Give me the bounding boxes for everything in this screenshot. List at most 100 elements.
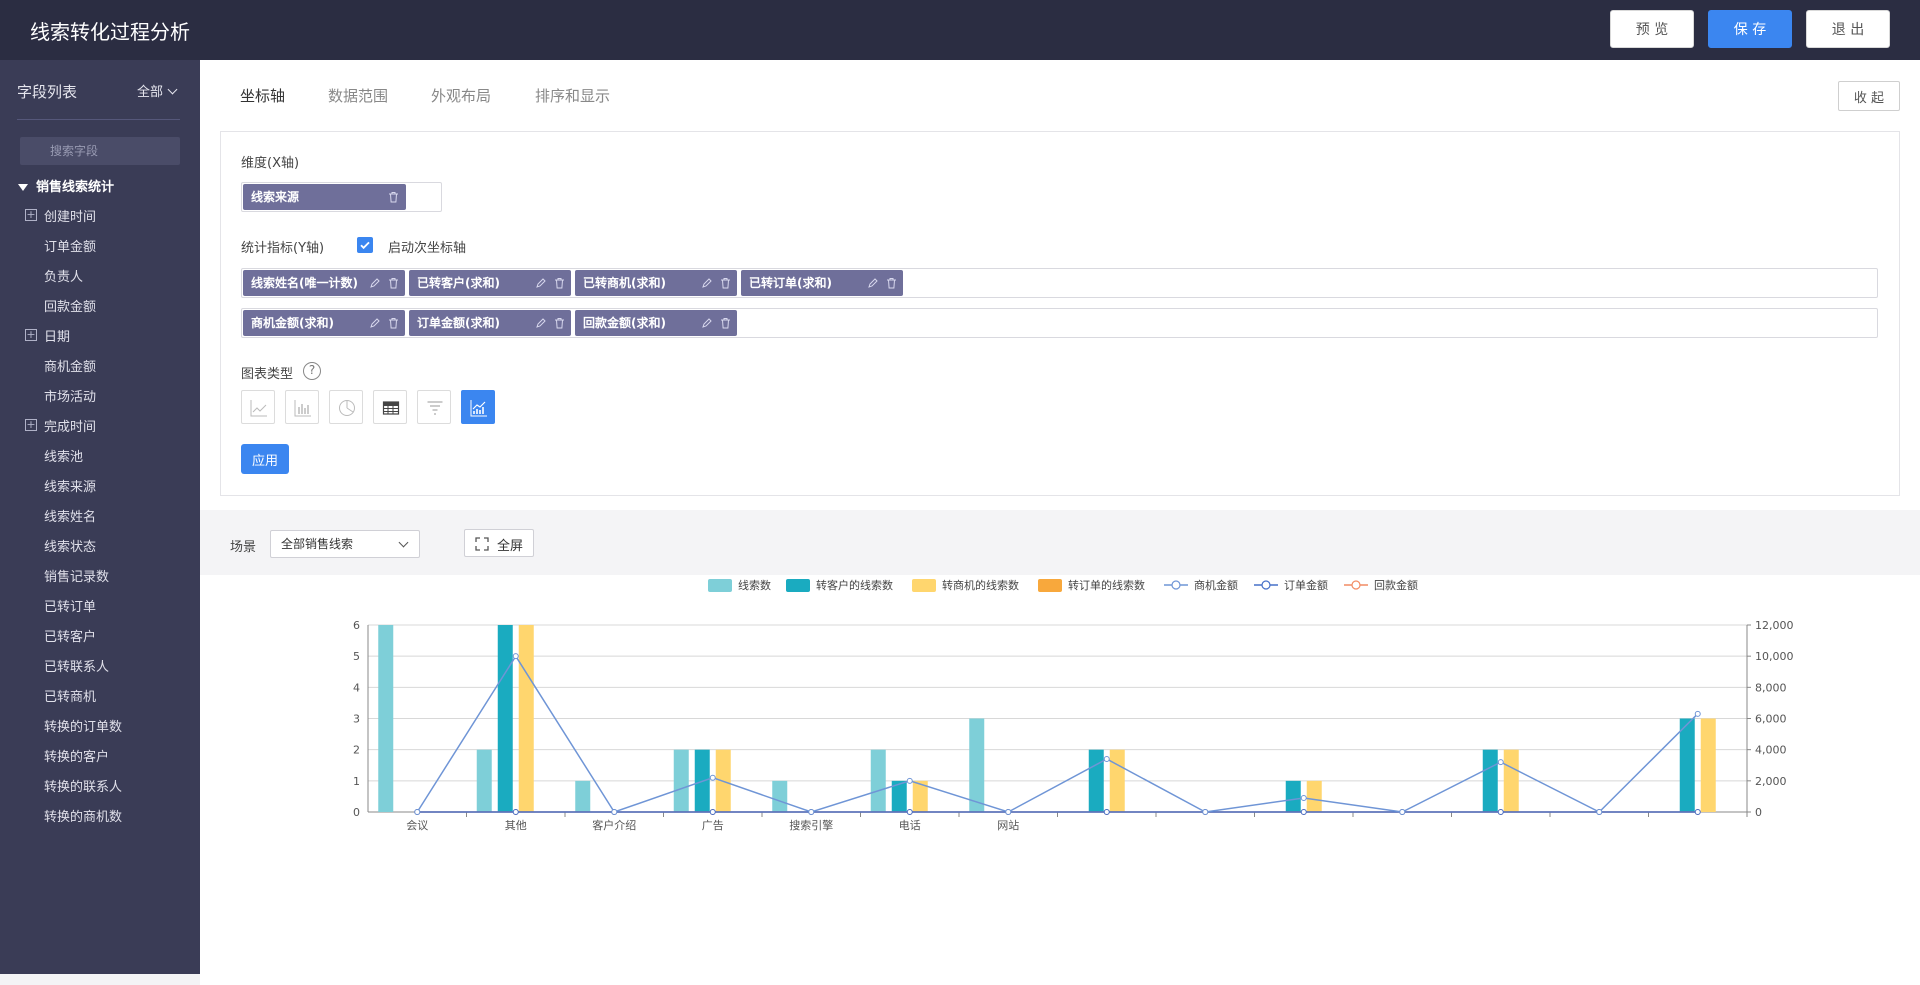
- edit-icon[interactable]: [535, 277, 546, 289]
- legend-label: 订单金额: [1284, 578, 1328, 592]
- funnel-icon: [427, 401, 443, 415]
- metric-pill[interactable]: 已转客户(求和): [409, 270, 571, 296]
- legend-label: 线索数: [738, 578, 771, 592]
- funnel-type-button[interactable]: [417, 390, 451, 424]
- preview-button[interactable]: 预 览: [1610, 10, 1694, 48]
- sidebar-field-item[interactable]: 线索姓名: [44, 510, 97, 525]
- tab-appearance[interactable]: 外观布局: [431, 87, 492, 105]
- legend-swatch: [786, 579, 810, 592]
- expand-plus-icon[interactable]: +: [25, 418, 37, 431]
- line-point: [906, 809, 913, 815]
- bar: [969, 718, 985, 812]
- sidebar-field-item[interactable]: 日期: [44, 330, 71, 345]
- table-icon: [382, 401, 400, 415]
- page-title: 线索转化过程分析: [30, 20, 190, 44]
- trash-icon[interactable]: [388, 317, 399, 329]
- line-point: [1497, 759, 1504, 766]
- line-chart-type-button[interactable]: [241, 390, 275, 424]
- bar-chart-type-button[interactable]: [285, 390, 319, 424]
- field-search-input[interactable]: [20, 137, 180, 165]
- x-tick-label: 电话: [899, 819, 921, 832]
- trash-icon[interactable]: [388, 277, 399, 289]
- legend-swatch: [912, 579, 936, 592]
- field-group-leads[interactable]: 销售线索统计: [18, 176, 114, 195]
- sidebar-field-item[interactable]: 订单金额: [44, 240, 97, 255]
- legend-marker: [1171, 580, 1181, 590]
- sidebar-field-item[interactable]: 回款金额: [44, 300, 97, 315]
- collapse-button[interactable]: 收 起: [1838, 81, 1900, 111]
- sidebar-field-item[interactable]: 创建时间: [44, 210, 97, 225]
- edit-icon[interactable]: [701, 317, 712, 329]
- metric-pill-label: 线索姓名(唯一计数): [251, 276, 358, 290]
- help-icon[interactable]: ?: [303, 362, 321, 380]
- table-type-button[interactable]: [373, 390, 407, 424]
- save-button[interactable]: 保 存: [1708, 10, 1792, 48]
- sidebar-field-item[interactable]: 线索来源: [44, 480, 97, 495]
- sidebar-field-item[interactable]: 转换的联系人: [44, 780, 123, 795]
- sidebar-field-item[interactable]: 转换的订单数: [44, 720, 123, 735]
- edit-icon[interactable]: [867, 277, 878, 289]
- sidebar-field-item[interactable]: 负责人: [44, 270, 84, 285]
- field-group-label: 销售线索统计: [36, 180, 115, 195]
- sidebar-field-item[interactable]: 完成时间: [44, 420, 97, 435]
- trash-icon[interactable]: [388, 191, 399, 203]
- line-point: [1694, 809, 1701, 815]
- expand-plus-icon[interactable]: +: [25, 328, 37, 341]
- line-point: [512, 653, 519, 660]
- metric-pill[interactable]: 回款金额(求和): [575, 310, 737, 336]
- edit-icon[interactable]: [535, 317, 546, 329]
- y-tick-label: 5: [353, 650, 360, 663]
- metric-pill[interactable]: 线索姓名(唯一计数): [243, 270, 405, 296]
- sidebar-field-item[interactable]: 市场活动: [44, 390, 97, 405]
- metric-pill[interactable]: 已转商机(求和): [575, 270, 737, 296]
- combo-chart-type-button[interactable]: [461, 390, 495, 424]
- metric-pill[interactable]: 订单金额(求和): [409, 310, 571, 336]
- trash-icon[interactable]: [554, 277, 565, 289]
- edit-icon[interactable]: [701, 277, 712, 289]
- legend-label: 转订单的线索数: [1068, 578, 1145, 592]
- line-point: [1300, 794, 1307, 801]
- chevron-down-icon: [167, 84, 178, 95]
- sidebar-field-item[interactable]: 销售记录数: [44, 570, 110, 585]
- field-filter-value: 全部: [137, 85, 164, 100]
- trash-icon[interactable]: [720, 317, 731, 329]
- fullscreen-button[interactable]: 全屏: [464, 529, 534, 557]
- exit-button[interactable]: 退 出: [1806, 10, 1890, 48]
- expand-plus-icon[interactable]: +: [25, 208, 37, 221]
- sidebar-field-item[interactable]: 线索状态: [44, 540, 97, 555]
- trash-icon[interactable]: [886, 277, 897, 289]
- sidebar-field-item[interactable]: 转换的商机数: [44, 810, 123, 825]
- tab-sort-display[interactable]: 排序和显示: [535, 87, 611, 105]
- y2-tick-label: 6,000: [1755, 713, 1787, 726]
- caret-down-icon: [18, 184, 28, 191]
- trash-icon[interactable]: [720, 277, 731, 289]
- tab-axis[interactable]: 坐标轴: [240, 87, 286, 105]
- y-tick-label: 0: [353, 806, 360, 819]
- line-point: [709, 774, 716, 781]
- scene-select[interactable]: 全部销售线索: [270, 530, 420, 558]
- metric-pill[interactable]: 商机金额(求和): [243, 310, 405, 336]
- metric-pill[interactable]: 已转订单(求和): [741, 270, 903, 296]
- x-tick-label: 搜索引擎: [789, 818, 833, 832]
- sidebar-field-item[interactable]: 商机金额: [44, 360, 97, 375]
- sidebar-field-item[interactable]: 已转订单: [44, 600, 97, 615]
- y2-tick-label: 8,000: [1755, 681, 1787, 694]
- field-filter-dropdown[interactable]: 全部: [137, 81, 178, 100]
- sidebar-field-item[interactable]: 已转联系人: [44, 660, 110, 675]
- pie-chart-type-button[interactable]: [329, 390, 363, 424]
- apply-button[interactable]: 应用: [241, 444, 289, 474]
- trash-icon[interactable]: [554, 317, 565, 329]
- sidebar-field-item[interactable]: 线索池: [44, 450, 84, 465]
- y2-tick-label: 0: [1755, 806, 1762, 819]
- sidebar-field-item[interactable]: 已转商机: [44, 690, 97, 705]
- sidebar-field-item[interactable]: 转换的客户: [44, 750, 110, 765]
- tab-data-range[interactable]: 数据范围: [328, 87, 389, 105]
- edit-icon[interactable]: [369, 277, 380, 289]
- secondary-axis-checkbox[interactable]: [357, 237, 373, 253]
- edit-icon[interactable]: [369, 317, 380, 329]
- metric-pill-label: 已转订单(求和): [749, 276, 832, 290]
- legend-label: 转客户的线索数: [816, 578, 893, 592]
- dimension-pill[interactable]: 线索来源: [243, 184, 406, 210]
- sidebar-field-item[interactable]: 已转客户: [44, 630, 97, 645]
